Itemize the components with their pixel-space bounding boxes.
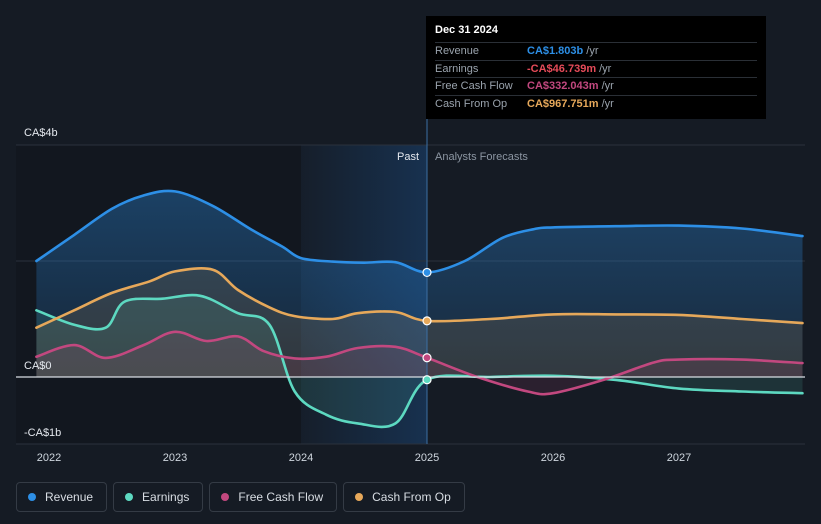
legend-item-cash-from-op[interactable]: Cash From Op: [343, 482, 465, 512]
legend: Revenue Earnings Free Cash Flow Cash Fro…: [16, 482, 465, 512]
tooltip-value: CA$967.751m: [527, 97, 599, 110]
x-tick-label: 2024: [289, 452, 313, 464]
free-cash-flow-marker: [422, 353, 432, 363]
legend-item-earnings[interactable]: Earnings: [113, 482, 204, 512]
tooltip-unit: /yr: [599, 62, 612, 75]
revenue-dot-icon: [28, 493, 36, 501]
tooltip-row-free-cash-flow: Free Cash Flow CA$332.043m /yr: [435, 77, 757, 95]
tooltip-panel: Dec 31 2024 Revenue CA$1.803b /yr Earnin…: [426, 16, 766, 119]
cash-from-op-area: [36, 268, 803, 377]
forecast-label: Analysts Forecasts: [435, 151, 528, 163]
tooltip-value: CA$332.043m: [527, 80, 599, 93]
free-cash-flow-area: [36, 331, 803, 395]
tooltip-unit: /yr: [601, 80, 614, 93]
earnings-area: [36, 295, 803, 427]
y-label-top: CA$4b: [24, 127, 58, 139]
y-label-bottom: -CA$1b: [24, 427, 61, 439]
legend-label: Free Cash Flow: [238, 490, 324, 504]
tooltip-row-earnings: Earnings -CA$46.739m /yr: [435, 59, 757, 78]
cash-from-op-marker: [422, 316, 432, 326]
tooltip-label: Cash From Op: [435, 97, 508, 110]
x-tick-label: 2026: [541, 452, 565, 464]
free-cash-flow-dot-icon: [221, 493, 230, 501]
earnings-line: [35, 293, 804, 429]
tooltip-label: Free Cash Flow: [435, 80, 513, 93]
x-tick-label: 2025: [415, 452, 439, 464]
x-tick-label: 2027: [667, 452, 691, 464]
y-label-zero: CA$0: [24, 360, 52, 372]
legend-item-free-cash-flow[interactable]: Free Cash Flow: [209, 482, 338, 512]
cash-from-op-line: [35, 267, 804, 329]
cash-from-op-dot-icon: [355, 493, 364, 501]
revenue-line: [35, 189, 804, 274]
tooltip-unit: /yr: [601, 97, 614, 110]
tooltip-row-revenue: Revenue CA$1.803b /yr: [435, 42, 757, 60]
past-label: Past: [397, 151, 419, 163]
legend-label: Earnings: [142, 490, 190, 504]
revenue-marker: [422, 267, 432, 278]
tooltip-value: CA$1.803b: [527, 45, 584, 58]
tooltip-label: Revenue: [435, 45, 480, 58]
tooltip-unit: /yr: [586, 45, 599, 58]
financial-chart: CA$4b CA$0 -CA$1b 2022 2023 2024 2025 2026 2027 P…: [16, 16, 805, 464]
legend-item-revenue[interactable]: Revenue: [16, 482, 108, 512]
tooltip-row-cash-from-op: Cash From Op CA$967.751m /yr: [435, 94, 757, 113]
tooltip-date: Dec 31 2024: [435, 24, 498, 36]
x-tick-label: 2023: [163, 452, 187, 464]
x-tick-label: 2022: [37, 452, 61, 464]
earnings-dot-icon: [125, 493, 134, 501]
free-cash-flow-line: [35, 330, 804, 396]
tooltip-label: Earnings: [435, 62, 479, 75]
revenue-area: [36, 190, 803, 377]
earnings-marker: [422, 375, 432, 385]
legend-label: Revenue: [45, 490, 94, 504]
tooltip-value: -CA$46.739m: [527, 62, 597, 75]
legend-label: Cash From Op: [372, 490, 451, 504]
